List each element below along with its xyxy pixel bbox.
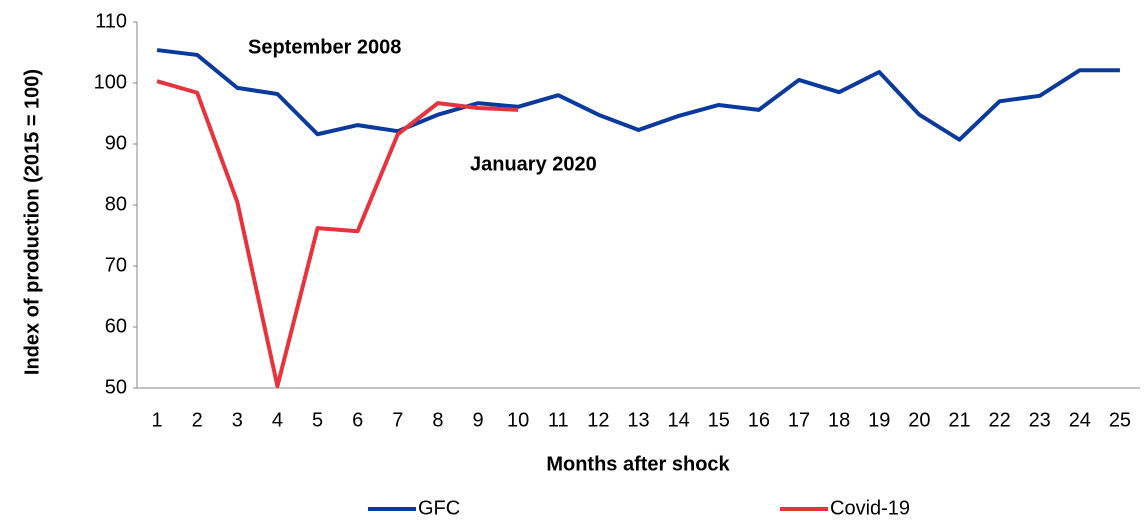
x-tick-label: 16 [748,409,770,431]
x-tick-label: 17 [788,409,810,431]
x-tick-label: 7 [392,409,403,431]
x-tick-label: 15 [708,409,730,431]
x-tick-label: 20 [908,409,930,431]
y-tick-label: 100 [94,71,127,93]
y-tick-label: 110 [95,10,127,32]
x-tick-label: 5 [312,409,323,431]
legend-label: Covid-19 [830,497,910,519]
x-tick-label: 3 [232,409,243,431]
y-tick-label: 80 [105,193,127,215]
x-tick-label: 12 [587,409,609,431]
x-tick-label: 13 [627,409,649,431]
x-tick-label: 6 [352,409,363,431]
x-tick-label: 10 [507,409,529,431]
annotation: September 2008 [248,36,401,58]
x-tick-label: 18 [828,409,850,431]
x-tick-label: 1 [151,409,162,431]
y-tick-label: 90 [105,132,127,154]
line-series [156,79,519,389]
x-tick-label: 19 [868,409,890,431]
annotation: January 2020 [470,153,597,175]
x-tick-label: 22 [988,409,1010,431]
x-tick-label: 8 [432,409,443,431]
x-axis-label: Months after shock [546,453,730,475]
y-tick-label: 50 [105,376,127,398]
x-tick-label: 9 [472,409,483,431]
x-tick-label: 21 [948,409,970,431]
x-tick-label: 2 [192,409,203,431]
legend-label: GFC [418,497,460,519]
y-tick-label: 70 [105,254,127,276]
y-axis-label: Index of production (2015 = 100) [21,69,43,375]
x-tick-label: 11 [548,409,569,431]
x-tick-label: 23 [1029,409,1051,431]
x-tick-label: 24 [1069,409,1091,431]
x-tick-label: 4 [272,409,283,431]
x-tick-label: 25 [1109,409,1131,431]
x-tick-label: 14 [667,409,689,431]
line-series [156,48,1120,142]
y-tick-label: 60 [105,315,127,337]
